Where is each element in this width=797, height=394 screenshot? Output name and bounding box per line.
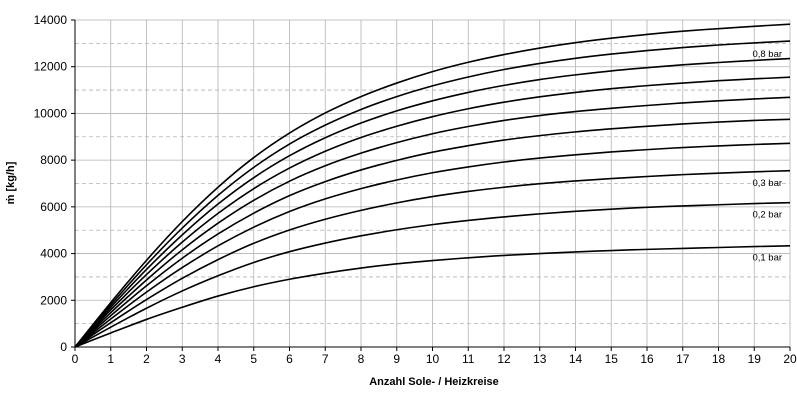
y-tick-label: 14000 xyxy=(34,13,68,27)
y-tick-label: 10000 xyxy=(34,106,68,120)
series-line-1 xyxy=(74,245,791,348)
x-tick-label: 15 xyxy=(605,352,619,366)
x-tick-label: 16 xyxy=(640,352,654,366)
y-tick-label: 8000 xyxy=(40,153,67,167)
x-tick-label: 4 xyxy=(215,352,222,366)
x-tick-label: 3 xyxy=(179,352,186,366)
series-line-7 xyxy=(74,76,791,348)
y-tick-label: 4000 xyxy=(40,247,67,261)
series-line-8 xyxy=(74,57,791,348)
series-label: 0,3 bar xyxy=(752,178,782,189)
x-tick-label: 6 xyxy=(286,352,293,366)
x-tick-label: 14 xyxy=(569,352,583,366)
series-line-2 xyxy=(74,201,791,348)
x-tick-label: 5 xyxy=(250,352,257,366)
series-lines xyxy=(74,23,791,348)
series-line-6 xyxy=(74,96,791,348)
series-line-3 xyxy=(74,169,791,348)
x-tick-label: 8 xyxy=(358,352,365,366)
series-line-10 xyxy=(74,23,791,348)
y-tick-label: 2000 xyxy=(40,293,67,307)
x-tick-label: 17 xyxy=(676,352,690,366)
y-axis-title: ṁ [kg/h] xyxy=(5,161,17,204)
axes xyxy=(71,19,791,351)
x-tick-label: 9 xyxy=(393,352,400,366)
series-label: 0,8 bar xyxy=(752,49,782,60)
y-tick-label: 6000 xyxy=(40,200,67,214)
x-axis-title: Anzahl Sole- / Heizkreise xyxy=(369,376,499,388)
x-tick-label: 0 xyxy=(72,352,79,366)
series-label: 0,2 bar xyxy=(752,210,782,221)
x-tick-label: 13 xyxy=(533,352,547,366)
x-tick-label: 10 xyxy=(426,352,440,366)
x-tick-label: 2 xyxy=(143,352,150,366)
curve-labels: 0,1 bar 0,2 bar 0,3 bar 0,8 bar xyxy=(752,49,782,264)
x-tick-label: 18 xyxy=(712,352,726,366)
grid xyxy=(75,19,791,347)
x-tick-label: 1 xyxy=(107,352,114,366)
series-label: 0,1 bar xyxy=(752,253,782,264)
y-tick-label: 12000 xyxy=(34,60,68,74)
x-tick-label: 20 xyxy=(783,352,797,366)
y-tick-label: 0 xyxy=(60,340,67,354)
series-line-5 xyxy=(74,118,791,348)
series-line-9 xyxy=(74,40,791,348)
x-tick-label: 12 xyxy=(497,352,511,366)
x-tick-label: 19 xyxy=(748,352,762,366)
series-line-4 xyxy=(74,142,791,348)
x-tick-label: 7 xyxy=(322,352,329,366)
x-tick-label: 11 xyxy=(462,352,475,366)
